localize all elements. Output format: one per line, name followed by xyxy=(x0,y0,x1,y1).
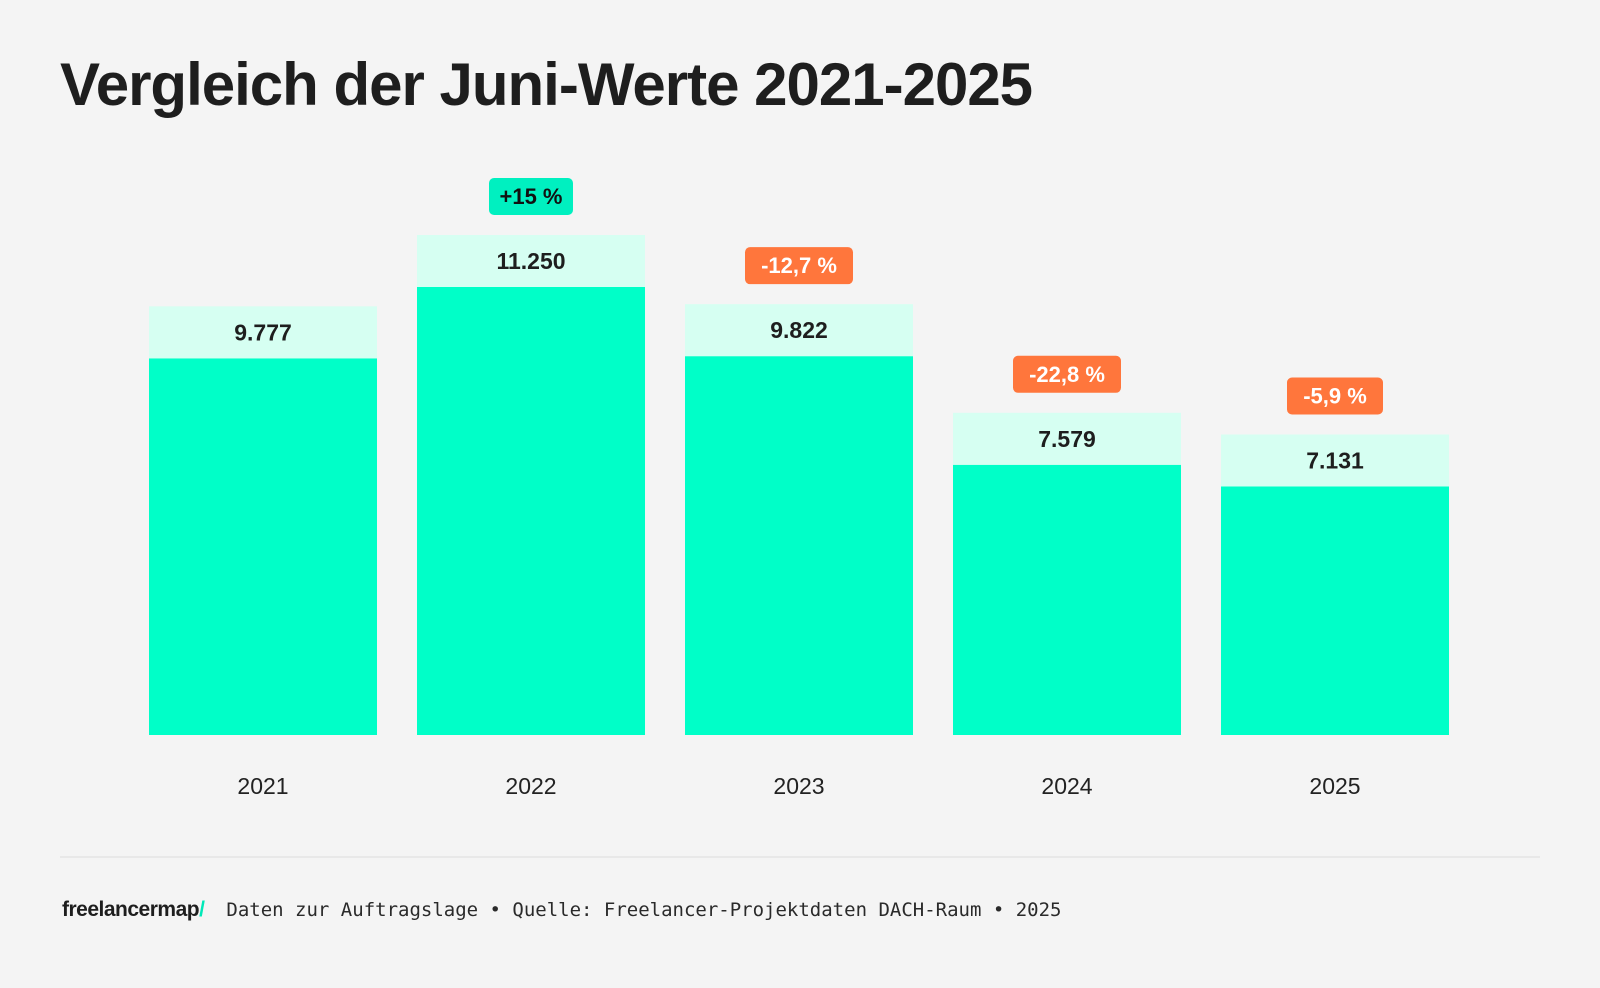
bar-2023 xyxy=(685,356,913,735)
value-label: 11.250 xyxy=(496,248,565,274)
value-label: 7.579 xyxy=(1038,426,1096,452)
change-badge xyxy=(1013,355,1121,393)
value-label-box xyxy=(1221,434,1449,487)
x-tick-label: 2021 xyxy=(237,773,288,799)
freelancermap-logo: freelancermap/ xyxy=(62,898,205,922)
change-label: -5,9 % xyxy=(1303,383,1367,408)
bar-2025 xyxy=(1221,486,1449,735)
value-label-box xyxy=(149,306,377,359)
bar-2022 xyxy=(417,287,645,735)
value-label-box xyxy=(685,304,913,357)
change-label: -22,8 % xyxy=(1029,362,1105,387)
x-tick-label: 2022 xyxy=(505,773,556,799)
footer: freelancermap/ Daten zur Auftragslage • … xyxy=(62,898,1061,922)
change-label: -12,7 % xyxy=(761,253,837,278)
value-label: 7.131 xyxy=(1306,447,1364,473)
value-label: 9.777 xyxy=(234,319,292,345)
bar-2021 xyxy=(149,358,377,735)
logo-text: freelancermap xyxy=(62,898,200,921)
value-label-box xyxy=(417,235,645,287)
chart-title: Vergleich der Juni-Werte 2021-2025 xyxy=(60,51,1033,118)
bar-2024 xyxy=(953,464,1181,735)
change-badge xyxy=(1287,377,1383,415)
x-tick-label: 2025 xyxy=(1309,773,1360,799)
change-badge xyxy=(489,178,573,215)
value-label: 9.822 xyxy=(770,317,828,343)
value-label-box xyxy=(953,412,1181,465)
divider xyxy=(60,856,1540,858)
logo-slash: / xyxy=(199,898,205,921)
x-tick-label: 2023 xyxy=(773,773,824,799)
change-badge xyxy=(745,247,853,285)
x-tick-label: 2024 xyxy=(1041,773,1092,799)
change-label: +15 % xyxy=(500,184,563,209)
source-note: Daten zur Auftragslage • Quelle: Freelan… xyxy=(226,899,1062,921)
